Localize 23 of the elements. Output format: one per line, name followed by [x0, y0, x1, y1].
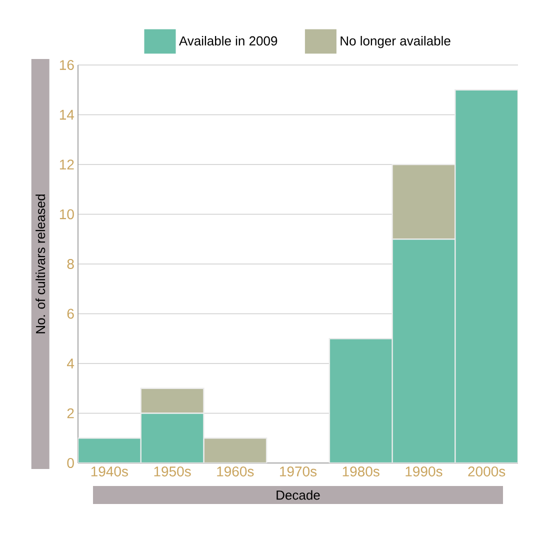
x-tick-label: 1960s: [217, 466, 254, 476]
y-tick-label: 10: [60, 209, 74, 220]
y-tick-label: 16: [60, 60, 74, 70]
x-tick-label: 1940s: [91, 466, 128, 476]
legend-label: Available in 2009: [178, 36, 278, 46]
y-tick-label: 2: [67, 408, 74, 418]
x-tick-label: 1970s: [280, 466, 317, 476]
bar: [203, 438, 268, 463]
y-tick-label: 6: [67, 308, 74, 319]
x-tick-label: 2000s: [468, 466, 506, 476]
y-tick-label: 4: [66, 358, 74, 368]
y-axis-title: No. of cultivars released: [36, 194, 46, 334]
x-tick-label: 1950s: [154, 466, 191, 476]
x-tick-label: 1990s: [406, 466, 442, 476]
bar: [392, 164, 456, 240]
y-tick-label: 14: [60, 110, 74, 120]
y-tick-label: 8: [67, 259, 74, 269]
bar: [140, 388, 204, 414]
x-tick-label: 1980s: [342, 466, 380, 476]
y-tick-label: 0: [67, 458, 74, 468]
y-tick-label: 12: [60, 160, 74, 170]
legend-label: No longer available: [340, 36, 450, 48]
x-axis-title: Decade: [276, 490, 320, 500]
